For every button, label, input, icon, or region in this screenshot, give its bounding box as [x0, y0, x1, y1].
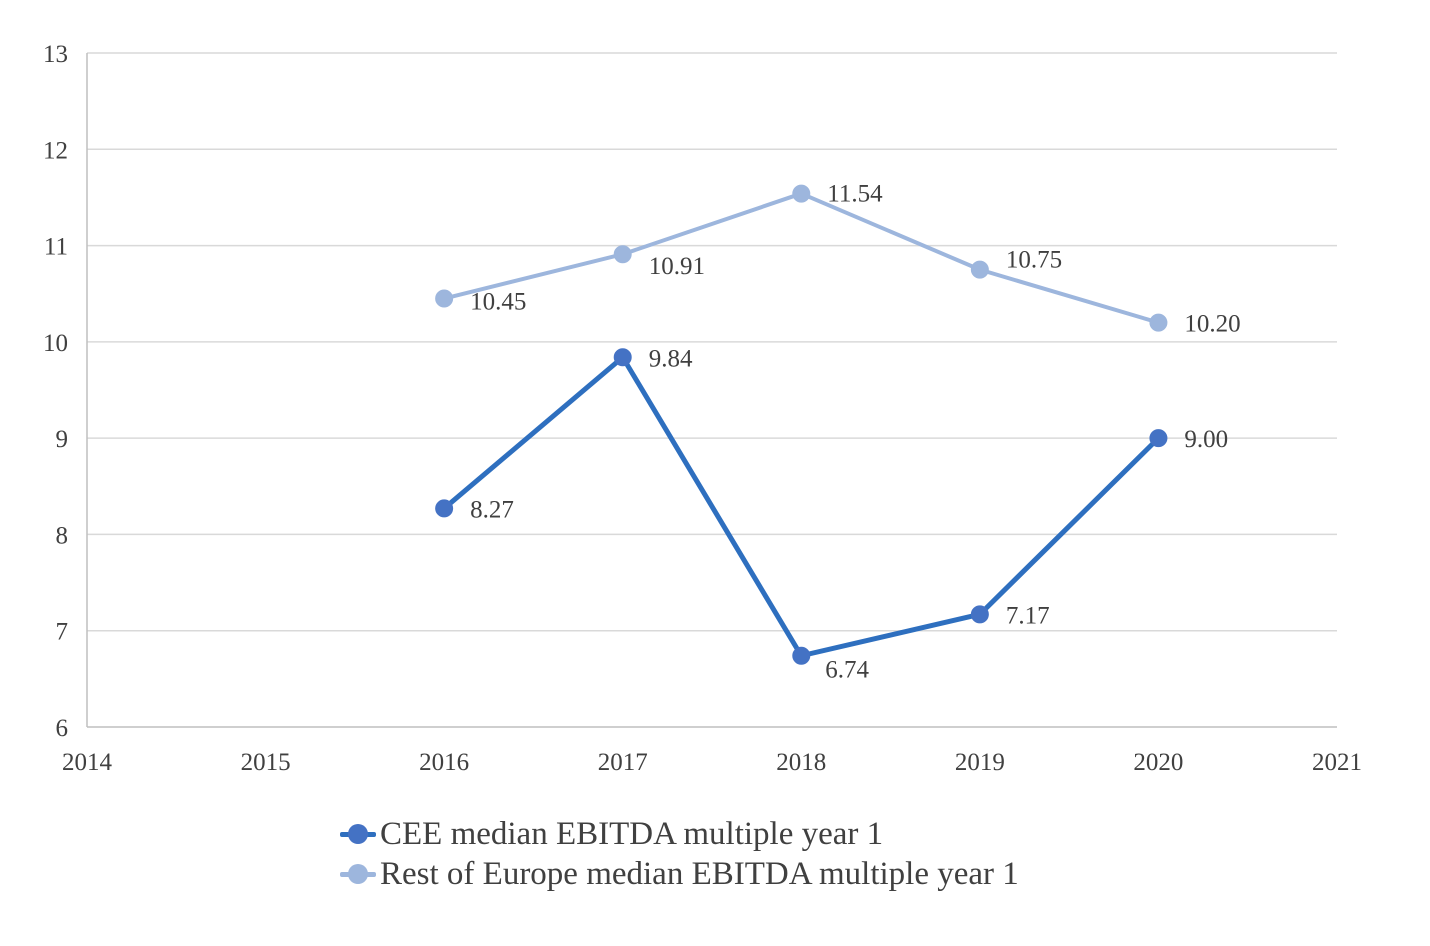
legend: CEE median EBITDA multiple year 1 Rest o… [338, 814, 1019, 894]
data-label-cee: 8.27 [470, 496, 514, 523]
y-tick-label: 13 [43, 41, 68, 68]
data-label-rest-of-europe: 10.91 [649, 253, 705, 280]
data-point-rest-of-europe [435, 289, 454, 308]
data-label-rest-of-europe: 10.20 [1184, 311, 1240, 338]
data-point-cee [970, 605, 989, 624]
data-point-cee [435, 499, 454, 518]
data-point-rest-of-europe [1149, 313, 1168, 332]
x-tick-label: 2019 [955, 749, 1005, 776]
data-label-cee: 9.00 [1184, 426, 1228, 453]
y-tick-label: 9 [56, 426, 69, 453]
legend-swatch-rest-of-europe [338, 854, 378, 894]
x-tick-label: 2016 [419, 749, 469, 776]
y-tick-label: 6 [56, 715, 69, 742]
data-label-rest-of-europe: 10.45 [470, 289, 526, 316]
legend-marker-cee [348, 824, 368, 844]
x-tick-label: 2014 [62, 749, 113, 776]
data-point-cee [792, 646, 811, 665]
data-label-rest-of-europe: 10.75 [1006, 247, 1062, 274]
data-point-cee [613, 348, 632, 367]
data-label-cee: 7.17 [1006, 602, 1050, 629]
x-tick-label: 2015 [241, 749, 291, 776]
data-label-cee: 9.84 [649, 345, 693, 372]
y-tick-label: 10 [43, 330, 68, 357]
x-tick-label: 2017 [598, 749, 648, 776]
legend-swatch-cee [338, 814, 378, 854]
legend-item-cee: CEE median EBITDA multiple year 1 [338, 814, 1019, 854]
legend-label-rest-of-europe: Rest of Europe median EBITDA multiple ye… [380, 856, 1019, 892]
y-tick-label: 12 [43, 137, 68, 164]
legend-label-cee: CEE median EBITDA multiple year 1 [380, 816, 884, 852]
series-line-cee [441, 354, 1161, 659]
data-point-rest-of-europe [970, 260, 989, 279]
data-point-rest-of-europe [792, 184, 811, 203]
data-point-rest-of-europe [613, 245, 632, 264]
x-tick-label: 2018 [776, 749, 826, 776]
legend-marker-rest-of-europe [348, 864, 368, 884]
data-point-cee [1149, 429, 1168, 448]
x-tick-label: 2021 [1312, 749, 1362, 776]
data-label-rest-of-europe: 11.54 [827, 181, 883, 208]
data-label-cee: 6.74 [825, 657, 869, 684]
legend-item-rest-of-europe: Rest of Europe median EBITDA multiple ye… [338, 854, 1019, 894]
y-tick-label: 7 [56, 619, 69, 646]
y-tick-label: 8 [56, 522, 69, 549]
y-tick-label: 11 [44, 234, 68, 261]
x-tick-label: 2020 [1133, 749, 1183, 776]
